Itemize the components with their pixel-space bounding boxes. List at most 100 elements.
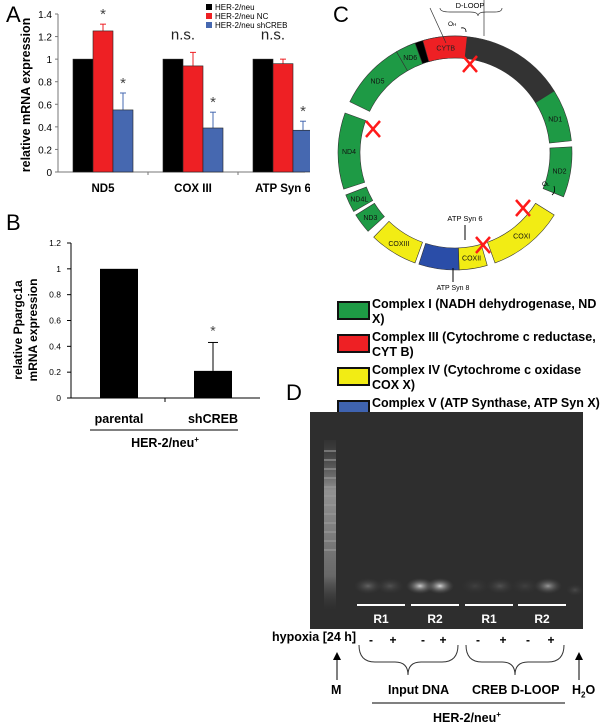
legend-item: Complex III (Cytochrome c reductase, CYT…	[337, 330, 600, 360]
significance-star: *	[300, 103, 306, 120]
y-axis-label-line1: relative Ppargc1a	[11, 280, 25, 380]
y-tick-label: 0.2	[49, 367, 61, 377]
segment-label: ND6	[403, 55, 417, 62]
marker-label: M	[331, 683, 342, 697]
oh-arrow-icon	[460, 27, 467, 33]
ladder-band	[324, 540, 336, 542]
segment-label: COXII	[462, 256, 481, 263]
panel-label-a: A	[6, 2, 21, 27]
gel-band	[461, 578, 489, 594]
water-label: H2O	[572, 683, 595, 700]
gel-band	[426, 578, 454, 594]
panel-label-c: C	[333, 2, 349, 27]
x-tick-label: parental	[95, 412, 144, 426]
gel-band	[486, 578, 514, 594]
y-tick-label: 0.6	[49, 316, 61, 326]
ladder-band	[324, 549, 336, 551]
replicate-label: R2	[534, 612, 550, 626]
gel-band	[566, 584, 584, 596]
segment-coxi	[487, 202, 555, 264]
ns-label: n.s.	[261, 27, 285, 44]
ladder-band	[324, 504, 336, 506]
replicate-label: R1	[481, 612, 497, 626]
input-dna-label: Input DNA	[388, 683, 450, 697]
x-tick-label: shCREB	[188, 412, 238, 426]
legend-item: Complex I (NADH dehydrogenase, ND X)	[337, 297, 600, 327]
gel-band	[376, 578, 404, 594]
x-tick-label: ND5	[91, 183, 115, 195]
legend-swatch	[337, 367, 370, 386]
y-tick-label: 0	[56, 393, 61, 403]
chart-b: 0 0.2 0.4 0.6 0.8 1 1.2 relative Ppargc1a mRNA e…	[11, 238, 260, 450]
x-tick-label: COX III	[174, 183, 212, 195]
hypoxia-sign: -	[421, 633, 425, 647]
replicate-label: R1	[373, 612, 389, 626]
bar	[182, 65, 204, 173]
y-tick-label: 1.4	[38, 10, 52, 21]
creb-dloop-label: CREB D-LOOP	[472, 683, 560, 697]
cell-line-text: HER-2/neu	[433, 711, 497, 726]
input-dna-brace	[358, 644, 459, 676]
segment-label: COXI	[513, 233, 530, 240]
hypoxia-sign: +	[547, 633, 554, 647]
gel-band	[534, 578, 562, 594]
significance-star: *	[120, 75, 126, 92]
legend-label: Complex III (Cytochrome c reductase, CYT…	[372, 330, 596, 359]
ol-sub: L	[547, 182, 550, 187]
water-label-h: H	[572, 683, 582, 697]
ladder-band	[324, 486, 336, 488]
legend-label: Complex V (ATP Synthase, ATP Syn X)	[372, 396, 600, 410]
legend-swatch	[206, 13, 212, 19]
y-tick-label: 0.8	[49, 290, 61, 300]
water-arrowhead-icon	[575, 652, 583, 660]
gel-cell-line-label: HER-2/neu+	[433, 710, 501, 725]
legend-swatch	[337, 301, 370, 320]
segment-coxiii	[373, 220, 423, 264]
ladder-lane	[324, 440, 336, 610]
segment-nd2	[542, 146, 573, 198]
hypoxia-sign: +	[499, 633, 506, 647]
water-label-o: O	[585, 683, 596, 697]
y-axis-label-line2: mRNA expression	[26, 279, 40, 382]
ladder-band	[324, 459, 336, 461]
oh-label: OH	[448, 21, 456, 28]
ladder-band	[324, 450, 336, 452]
segment-nd6	[396, 42, 423, 72]
hypoxia-sign: -	[476, 633, 480, 647]
hypoxia-sign: +	[439, 633, 446, 647]
y-tick-label: 1.2	[49, 238, 61, 248]
hypoxia-row-label: hypoxia [24 h]	[272, 630, 357, 644]
legend-label: HER-2/neu shCREB	[215, 21, 287, 30]
cell-line-sup: +	[496, 710, 501, 719]
bar	[72, 58, 94, 173]
red-cross-icon	[365, 120, 381, 138]
chart-a: 0 0.2 0.4 0.6 0.8 1 1.2 1.4 relative mRNA expres…	[19, 3, 310, 195]
bar	[292, 129, 310, 173]
ladder-band	[324, 513, 336, 515]
y-tick-label: 1.2	[38, 33, 52, 44]
group-label: HER-2/neu+	[131, 435, 199, 450]
y-tick-label: 0.4	[38, 123, 52, 134]
gel-band	[354, 578, 382, 594]
dloop-label: D-LOOP	[456, 1, 485, 10]
bar	[272, 63, 294, 173]
creb-dloop-brace	[465, 644, 565, 676]
gel-band	[511, 578, 539, 594]
y-tick-label: 1	[46, 55, 52, 66]
segment-label: COXIII	[388, 241, 409, 248]
bar	[202, 127, 224, 173]
y-tick-label: 0.6	[38, 100, 52, 111]
y-tick-label: 0.4	[49, 341, 61, 351]
red-cross-icon	[462, 55, 478, 73]
ladder-band	[324, 495, 336, 497]
ladder-band	[324, 531, 336, 533]
legend-label: HER-2/neu NC	[215, 12, 269, 21]
atp-syn6-label: ATP Syn 6	[447, 214, 482, 223]
panel-label-d: D	[286, 380, 302, 405]
water-label-sub: 2	[581, 690, 586, 700]
y-tick-label: 0.8	[38, 78, 52, 89]
hypoxia-sign: -	[369, 633, 373, 647]
group-label-sup: +	[194, 435, 199, 444]
bar	[100, 268, 138, 398]
bar	[194, 370, 232, 398]
